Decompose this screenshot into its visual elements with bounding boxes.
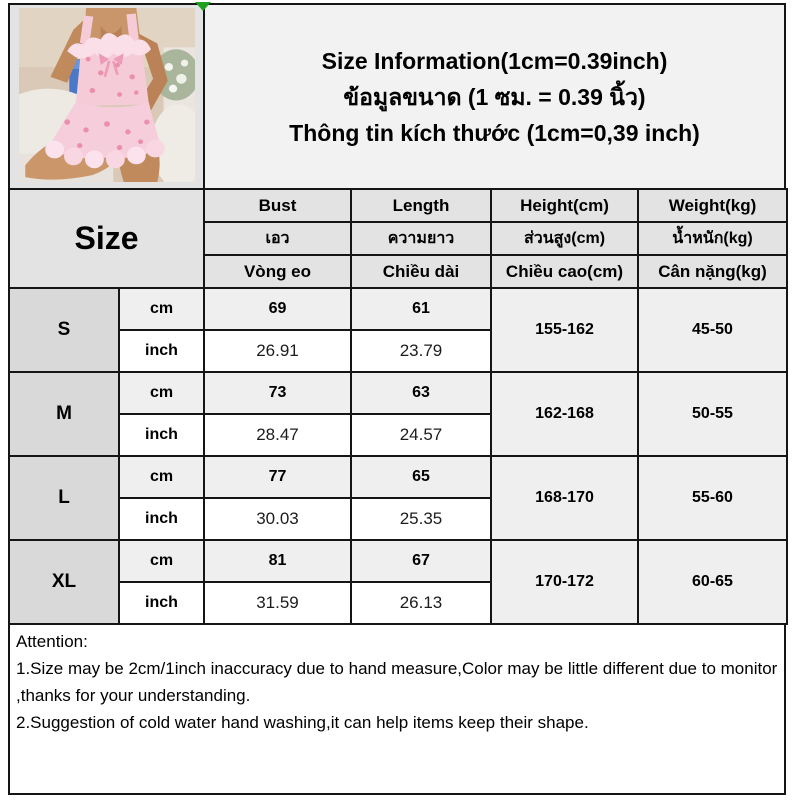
top-row: Size Information(1cm=0.39inch) ข้อมูลขนา…: [8, 3, 786, 190]
col-header-height-vi: Chiều cao(cm): [490, 254, 639, 289]
col-header-bust-en: Bust: [203, 188, 352, 223]
col-header-length-en: Length: [350, 188, 492, 223]
table-row-m-cm: M cm 73 63 162-168 50-55: [8, 371, 788, 457]
unit-label-inch: inch: [118, 329, 205, 373]
col-header-length-vi: Chiều dài: [350, 254, 492, 289]
col-header-weight-vi: Cân nặng(kg): [637, 254, 788, 289]
cell-xl-weight: 60-65: [637, 539, 788, 625]
attention-note-1: 1.Size may be 2cm/1inch inaccuracy due t…: [16, 659, 778, 705]
cell-xl-bust-cm: 81: [203, 539, 352, 583]
title-english: Size Information(1cm=0.39inch): [321, 47, 668, 74]
unit-label-inch: inch: [118, 413, 205, 457]
cell-l-weight: 55-60: [637, 455, 788, 541]
size-label-xl: XL: [8, 539, 120, 625]
cell-l-height: 168-170: [490, 455, 639, 541]
cell-xl-height: 170-172: [490, 539, 639, 625]
table-row-l-cm: L cm 77 65 168-170 55-60: [8, 455, 788, 541]
cell-l-bust-inch: 30.03: [203, 497, 352, 541]
size-label-m: M: [8, 371, 120, 457]
col-header-height-en: Height(cm): [490, 188, 639, 223]
cell-s-bust-cm: 69: [203, 287, 352, 331]
title-vietnamese: Thông tin kích thước (1cm=0,39 inch): [289, 119, 700, 146]
col-header-bust-vi: Vòng eo: [203, 254, 352, 289]
col-header-weight-th: น้ำหนัก(kg): [637, 221, 788, 256]
cell-m-weight: 50-55: [637, 371, 788, 457]
content-frame: Size Information(1cm=0.39inch) ข้อมูลขนา…: [8, 3, 788, 795]
attention-notes: Attention: 1.Size may be 2cm/1inch inacc…: [8, 623, 786, 795]
size-label-s: S: [8, 287, 120, 373]
attention-note-2: 2.Suggestion of cold water hand washing,…: [16, 713, 589, 732]
cell-l-length-inch: 25.35: [350, 497, 492, 541]
table-row-s-cm: S cm 69 61 155-162 45-50: [8, 287, 788, 373]
cell-xl-length-inch: 26.13: [350, 581, 492, 625]
table-row-xl-cm: XL cm 81 67 170-172 60-65: [8, 539, 788, 625]
table-row-s-inch: inch 26.91 23.79: [9, 329, 787, 373]
size-table: Size Bust Length Height(cm) Weight(kg) เ…: [8, 188, 788, 625]
table-row-l-inch: inch 30.03 25.35: [9, 497, 787, 541]
product-photo: [10, 5, 205, 188]
cell-m-bust-cm: 73: [203, 371, 352, 415]
cell-s-length-cm: 61: [350, 287, 492, 331]
title-block: Size Information(1cm=0.39inch) ข้อมูลขนา…: [205, 5, 784, 188]
cell-xl-bust-inch: 31.59: [203, 581, 352, 625]
cell-m-length-inch: 24.57: [350, 413, 492, 457]
header-row-thai: เอว ความยาว ส่วนสูง(cm) น้ำหนัก(kg): [9, 221, 788, 256]
unit-label-cm: cm: [118, 287, 205, 331]
corner-size-label: Size: [8, 188, 205, 289]
unit-label-inch: inch: [118, 581, 205, 625]
cell-xl-length-cm: 67: [350, 539, 492, 583]
unit-label-inch: inch: [118, 497, 205, 541]
attention-heading: Attention:: [16, 632, 88, 651]
col-header-height-th: ส่วนสูง(cm): [490, 221, 639, 256]
col-header-weight-en: Weight(kg): [637, 188, 788, 223]
unit-label-cm: cm: [118, 539, 205, 583]
size-label-l: L: [8, 455, 120, 541]
col-header-bust-th: เอว: [203, 221, 352, 256]
cell-l-length-cm: 65: [350, 455, 492, 499]
header-row-english: Size Bust Length Height(cm) Weight(kg): [8, 188, 788, 289]
cell-m-bust-inch: 28.47: [203, 413, 352, 457]
green-corner-marker-icon: [195, 2, 211, 11]
table-row-m-inch: inch 28.47 24.57: [9, 413, 787, 457]
cell-l-bust-cm: 77: [203, 455, 352, 499]
title-thai: ข้อมูลขนาด (1 ซม. = 0.39 นิ้ว): [343, 83, 646, 110]
cell-s-weight: 45-50: [637, 287, 788, 373]
cell-s-bust-inch: 26.91: [203, 329, 352, 373]
cell-m-length-cm: 63: [350, 371, 492, 415]
product-photo-illustration: [19, 8, 195, 182]
cell-m-height: 162-168: [490, 371, 639, 457]
cell-s-length-inch: 23.79: [350, 329, 492, 373]
header-row-vietnamese: Vòng eo Chiều dài Chiều cao(cm) Cân nặng…: [9, 254, 788, 289]
cell-s-height: 155-162: [490, 287, 639, 373]
unit-label-cm: cm: [118, 371, 205, 415]
col-header-length-th: ความยาว: [350, 221, 492, 256]
unit-label-cm: cm: [118, 455, 205, 499]
